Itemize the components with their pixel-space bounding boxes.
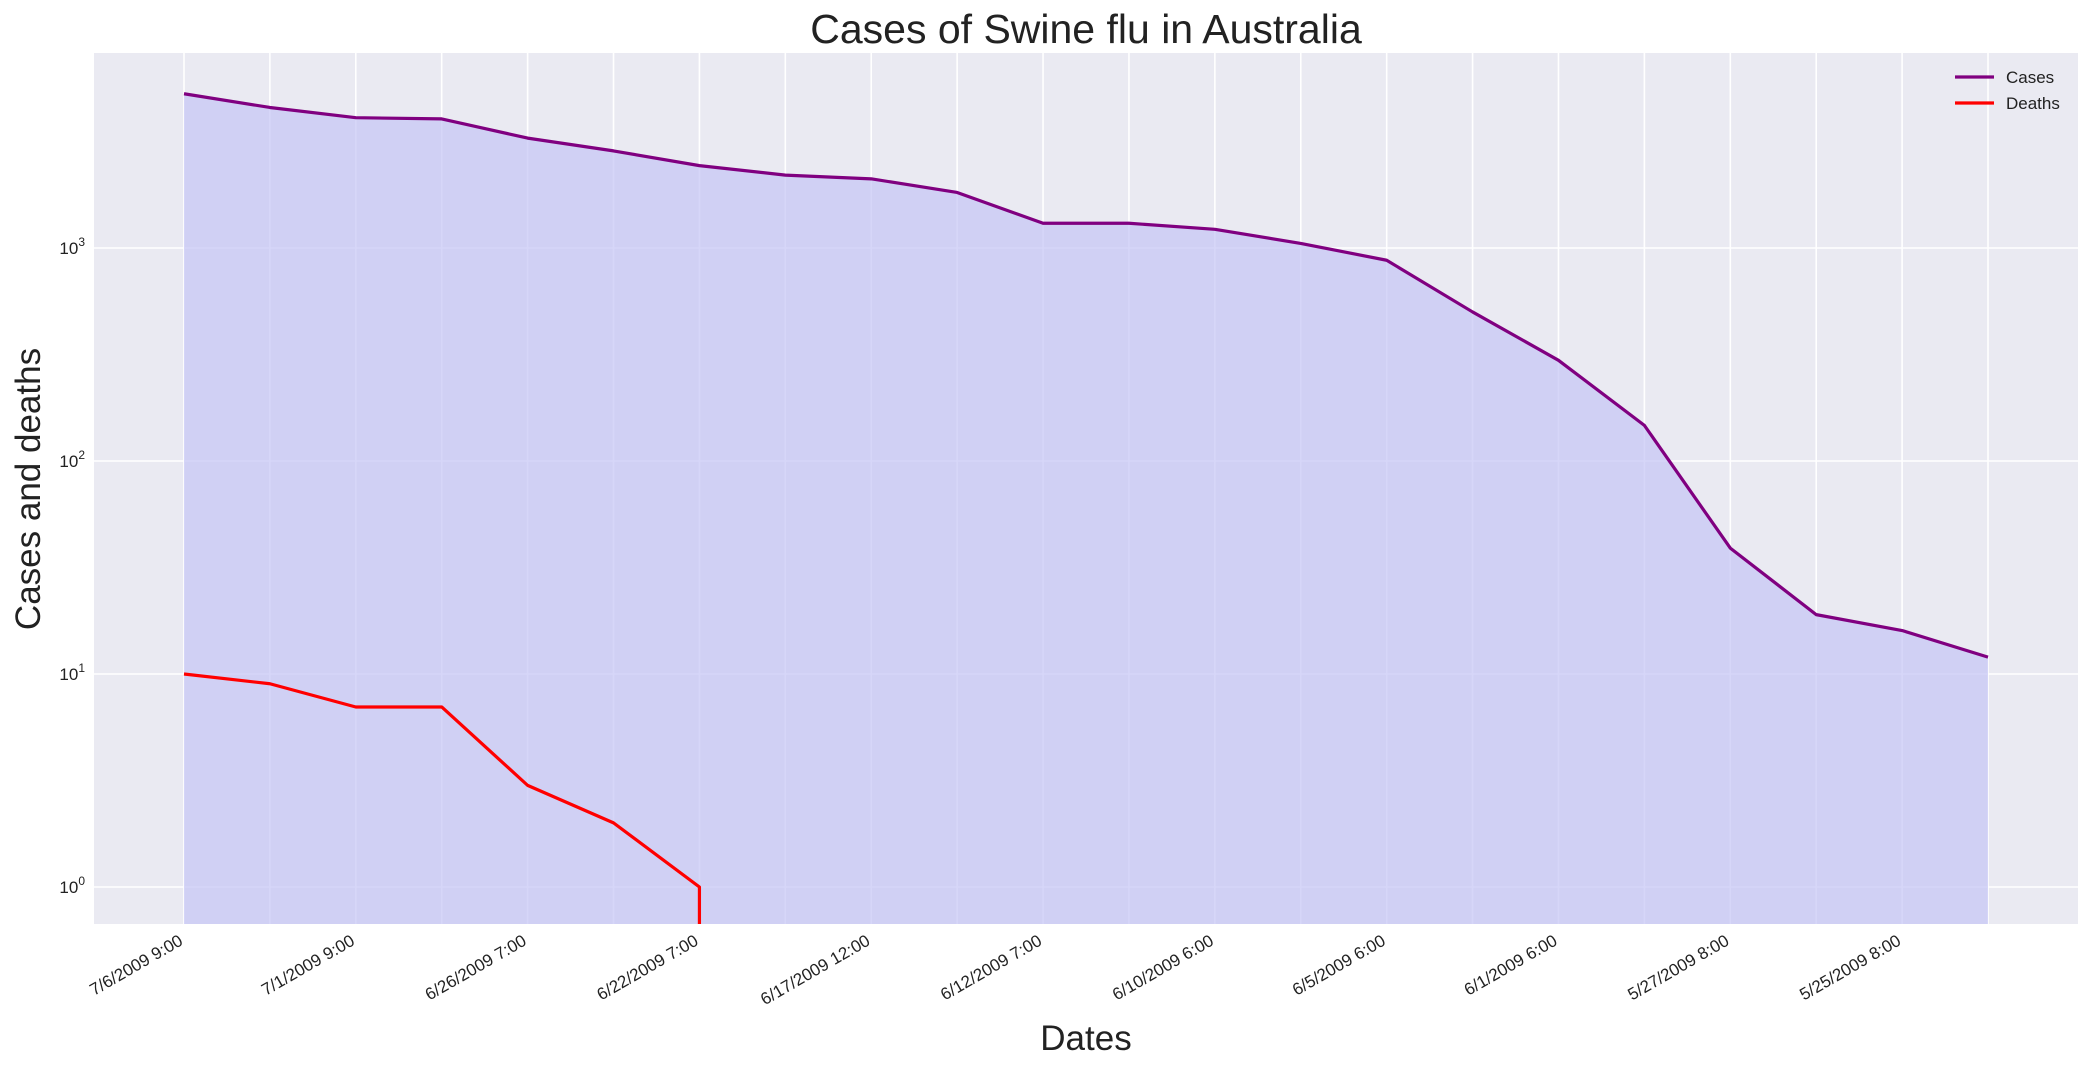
- x-tick-label: 6/22/2009 7:00: [594, 931, 702, 1004]
- series-line-cases: [183, 92, 1989, 659]
- x-tick-label: 6/10/2009 6:00: [1109, 931, 1217, 1004]
- series-line-deaths: [183, 672, 702, 924]
- x-tick-label: 6/1/2009 6:00: [1461, 931, 1561, 999]
- legend: Cases Deaths: [1955, 68, 2060, 113]
- x-axis-label: Dates: [1040, 1019, 1131, 1058]
- y-tick-label: 102: [59, 448, 85, 471]
- x-tick-label: 7/1/2009 9:00: [258, 931, 358, 999]
- y-tick-label: 103: [59, 235, 85, 258]
- x-tick-label: 5/25/2009 8:00: [1796, 931, 1904, 1004]
- y-axis-label: Cases and deaths: [9, 348, 48, 630]
- series-lines: [183, 92, 1989, 924]
- y-ticks: 100 101 102 103: [59, 235, 85, 897]
- x-tick-label: 6/12/2009 7:00: [937, 931, 1045, 1004]
- chart-title: Cases of Swine flu in Australia: [810, 6, 1362, 52]
- y-tick-label: 101: [59, 661, 85, 684]
- series-area-cases: [184, 93, 1988, 924]
- legend-label-deaths: Deaths: [2006, 94, 2060, 113]
- x-tick-label: 7/6/2009 9:00: [86, 931, 186, 999]
- x-tick-label: 6/26/2009 7:00: [422, 931, 530, 1004]
- area-fills: [184, 93, 1988, 924]
- x-tick-label: 6/17/2009 12:00: [757, 931, 873, 1009]
- x-ticks: 7/6/2009 9:00 7/1/2009 9:00 6/26/2009 7:00…: [86, 931, 1904, 1009]
- x-tick-label: 6/5/2009 6:00: [1289, 931, 1389, 999]
- legend-label-cases: Cases: [2006, 68, 2054, 87]
- x-tick-label: 5/27/2009 8:00: [1625, 931, 1733, 1004]
- y-tick-label: 100: [59, 874, 85, 897]
